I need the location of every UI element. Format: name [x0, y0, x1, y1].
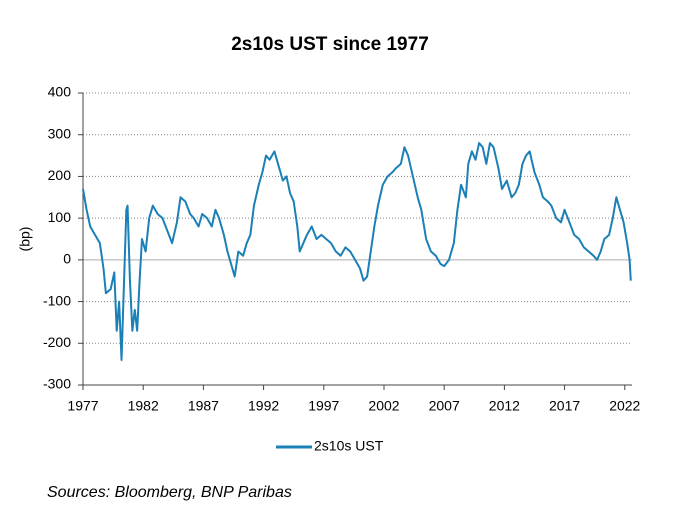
y-tick-label: 0: [63, 251, 71, 267]
x-tick-label: 1997: [308, 398, 339, 414]
y-tick-label: 300: [48, 125, 72, 141]
y-tick-label: 200: [48, 167, 72, 183]
x-tick-label: 2012: [489, 398, 520, 414]
x-tick-label: 1992: [248, 398, 279, 414]
y-tick-label: 100: [48, 209, 72, 225]
line-series: [82, 142, 632, 361]
y-axis-label: (bp): [17, 227, 33, 252]
x-tick-label: 2022: [609, 398, 640, 414]
y-tick-label: -100: [43, 292, 71, 308]
x-tick-label: 2007: [429, 398, 460, 414]
x-tick-label: 1977: [67, 398, 98, 414]
x-tick-label: 2002: [368, 398, 399, 414]
x-tick-label: 1982: [128, 398, 159, 414]
chart-title: 2s10s UST since 1977: [231, 34, 429, 55]
y-tick-label: -300: [43, 376, 71, 392]
x-tick-label: 1987: [188, 398, 219, 414]
legend-label: 2s10s UST: [314, 438, 384, 454]
source: Sources: Bloomberg, BNP Paribas: [47, 484, 292, 501]
y-tick-label: -200: [43, 334, 71, 350]
x-tick-label: 2017: [549, 398, 580, 414]
y-tick-label: 400: [48, 84, 72, 100]
